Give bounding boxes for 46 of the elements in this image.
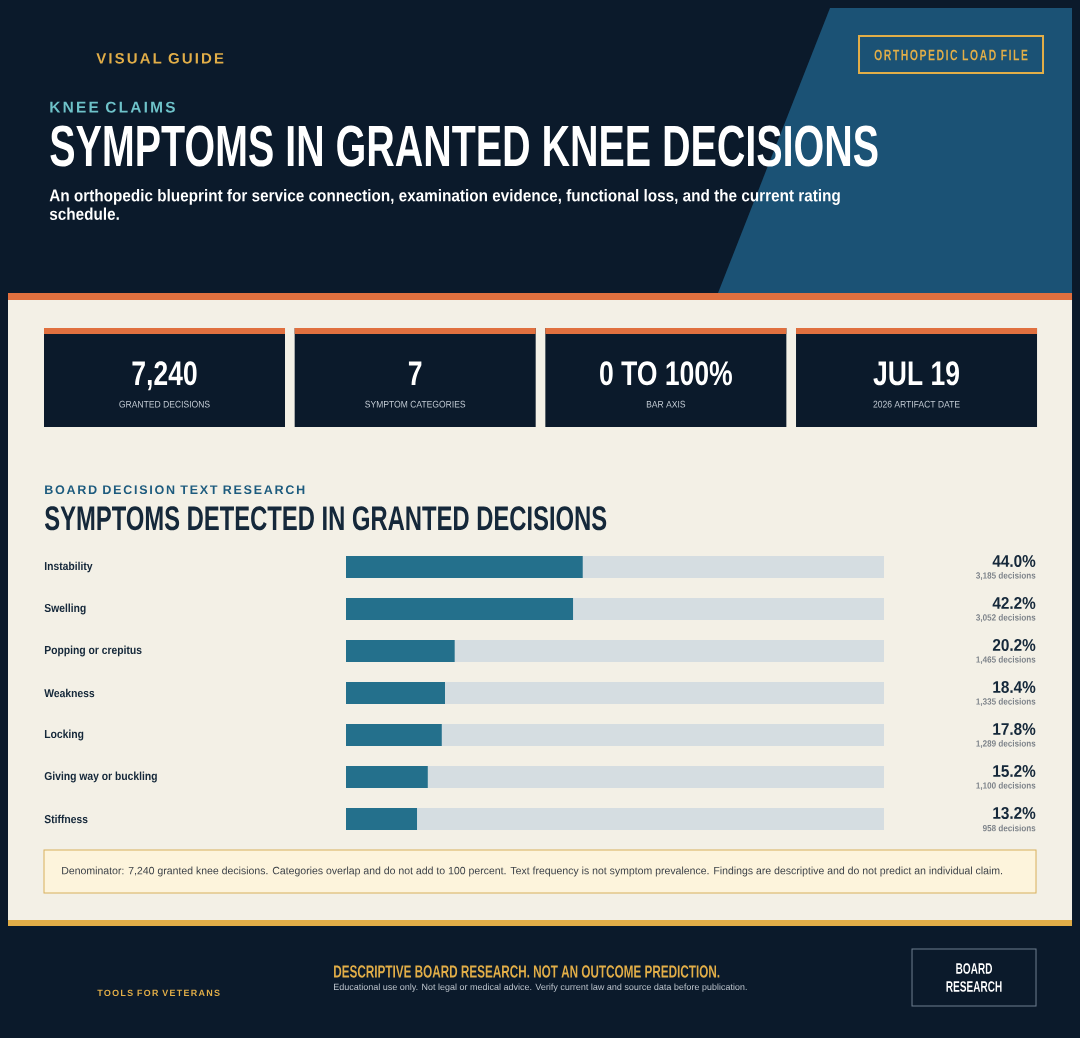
y-tick-label: Giving way or buckling [44, 771, 157, 783]
text: BAR AXIS [646, 400, 686, 408]
chart-title: SYMPTOMS DETECTED IN GRANTED DECISIONS [44, 506, 607, 531]
text: 3,052 decisions [976, 614, 1036, 622]
text: SYMPTOMS IN GRANTED KNEE DECISIONS [50, 125, 878, 167]
text: 0 TO 100% [600, 361, 732, 386]
text: 1,335 decisions [976, 698, 1036, 706]
text: BOARD RESEARCH [946, 963, 1002, 992]
bar [346, 724, 442, 746]
text: 1,465 decisions [976, 656, 1036, 664]
text: VISUAL GUIDE [96, 53, 224, 64]
text: TOOLS FOR VETERANS [97, 989, 220, 997]
text: Educational use only. Not legal or medical advice. Verify current law and source data before publication. [334, 983, 747, 992]
text: Denominator: 7,240 granted knee decisions. Categories overlap and do not add to 100 percent. Text frequency is not symptom prevalence. Findings are descriptive and do not predict an individual claim. [62, 866, 1003, 877]
y-tick-label: Instability [44, 561, 93, 573]
data-label: 18.4% [993, 680, 1036, 694]
text: ORTHOPEDIC LOAD FILE [874, 49, 1028, 61]
text: BOARD DECISION TEXT RESEARCH [45, 485, 305, 495]
text: 7,240 [132, 361, 197, 391]
y-tick-label: Locking [44, 729, 84, 741]
text: SYMPTOM CATEGORIES [365, 400, 466, 408]
bar [346, 808, 418, 830]
y-tick-label: Popping or crepitus [44, 645, 142, 657]
text: 958 decisions [982, 824, 1036, 832]
y-tick-label: Swelling [44, 603, 86, 615]
text: KNEE CLAIMS [50, 101, 175, 113]
text: An orthopedic blueprint for service connection, examination evidence, functional loss, and the current rating schedule. [49, 188, 840, 220]
text: GRANTED DECISIONS [119, 400, 210, 408]
bar [346, 640, 455, 663]
text: DESCRIPTIVE BOARD RESEARCH. NOT AN OUTCOME PREDICTION. [334, 965, 720, 978]
text: 7 [408, 361, 422, 385]
data-label: 44.0% [992, 554, 1036, 568]
text: 2026 ARTIFACT DATE [873, 400, 960, 408]
data-label: 13.2% [993, 806, 1036, 820]
data-label: 20.2% [992, 638, 1036, 652]
y-tick-label: Stiffness [44, 814, 88, 824]
text: 1,100 decisions [976, 782, 1036, 790]
data-label: 42.2% [992, 597, 1036, 609]
data-label: 17.8% [993, 722, 1036, 736]
bar [346, 766, 428, 788]
y-tick-label: Weakness [44, 688, 95, 698]
data-label: 15.2% [993, 764, 1036, 778]
text: 3,185 decisions [976, 572, 1036, 580]
text: JUL 19 [873, 361, 959, 386]
bar [346, 682, 445, 705]
text: 1,289 decisions [976, 740, 1036, 748]
